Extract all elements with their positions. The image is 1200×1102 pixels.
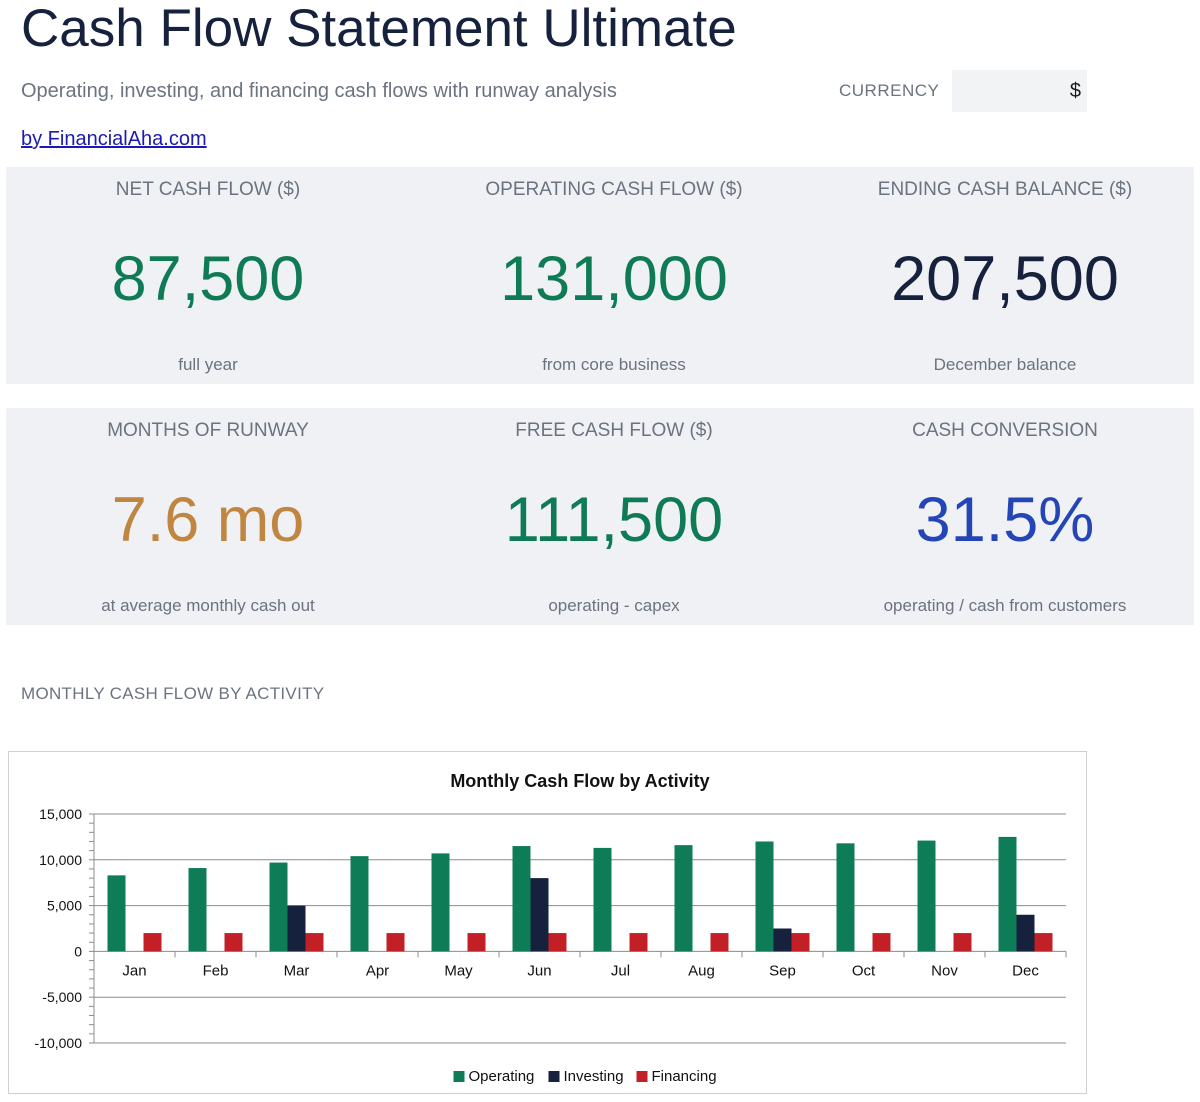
bar-financing	[143, 933, 162, 952]
kpi-value: 207,500	[891, 244, 1119, 314]
legend-swatch	[453, 1071, 465, 1082]
bar-financing	[386, 933, 405, 952]
bar-financing	[953, 933, 972, 952]
bar-investing	[530, 878, 549, 952]
currency-label: CURRENCY	[839, 81, 940, 100]
bar-operating	[674, 845, 693, 952]
kpi-note: operating / cash from customers	[883, 596, 1127, 615]
kpi-label: OPERATING CASH FLOW ($)	[485, 179, 743, 200]
kpi-label: FREE CASH FLOW ($)	[515, 420, 713, 441]
legend-label: Operating	[469, 1068, 535, 1085]
chart-container[interactable]: Monthly Cash Flow by Activity 15,000 10,00…	[8, 751, 1087, 1094]
bar-operating	[998, 836, 1017, 952]
y-tick-label: -10,000	[35, 1035, 83, 1051]
x-tick-label: Jan	[122, 962, 146, 979]
legend-label: Financing	[652, 1068, 717, 1085]
x-tick-label: Apr	[366, 962, 389, 979]
page-subtitle: Operating, investing, and financing cash…	[21, 80, 617, 102]
bar-investing	[1016, 914, 1035, 952]
bar-operating	[431, 853, 450, 952]
kpi-note: full year	[178, 355, 238, 374]
kpi-label: CASH CONVERSION	[912, 420, 1098, 441]
x-tick-label: Dec	[1012, 962, 1039, 979]
kpi-note: operating - capex	[548, 596, 680, 615]
kpi-value: 87,500	[111, 244, 305, 314]
kpi-note: December balance	[933, 355, 1077, 374]
bar-operating	[350, 856, 369, 952]
kpi-label: ENDING CASH BALANCE ($)	[877, 179, 1133, 200]
currency-input[interactable]: $	[952, 70, 1087, 112]
kpi-note: from core business	[542, 355, 686, 374]
x-tick-label: Sep	[769, 962, 796, 979]
chart-title: Monthly Cash Flow by Activity	[450, 771, 709, 791]
y-tick-label: 15,000	[39, 806, 82, 822]
bar-financing	[629, 933, 648, 952]
bar-investing	[773, 928, 792, 952]
byline-link[interactable]: by FinancialAha.com	[21, 128, 207, 150]
kpi-net-cash-flow: NET CASH FLOW ($) 87,500 full year	[8, 167, 408, 384]
bar-financing	[305, 933, 324, 952]
bar-financing	[467, 933, 486, 952]
bar-financing	[872, 933, 891, 952]
bar-investing	[287, 905, 306, 952]
kpi-row-2: MONTHS OF RUNWAY 7.6 mo at average month…	[6, 408, 1194, 625]
kpi-value: 7.6 mo	[111, 485, 305, 555]
page-title: Cash Flow Statement Ultimate	[21, 0, 737, 58]
bar-operating	[512, 846, 531, 952]
kpi-row-1: NET CASH FLOW ($) 87,500 full year OPERA…	[6, 167, 1194, 384]
y-tick-label: -5,000	[42, 989, 82, 1005]
bar-financing	[548, 933, 567, 952]
bar-operating	[917, 840, 936, 952]
bar-operating	[836, 843, 855, 952]
y-tick-label: 0	[74, 943, 82, 959]
kpi-value: 111,500	[504, 485, 724, 555]
kpi-free-cash-flow: FREE CASH FLOW ($) 111,500 operating - c…	[414, 408, 814, 625]
legend-swatch	[548, 1071, 560, 1082]
kpi-note: at average monthly cash out	[101, 596, 315, 615]
legend-swatch	[636, 1071, 648, 1082]
x-tick-label: Oct	[852, 962, 876, 979]
x-tick-label: Mar	[284, 962, 310, 979]
x-tick-label: Feb	[203, 962, 229, 979]
bar-operating	[188, 868, 207, 952]
kpi-cash-conversion: CASH CONVERSION 31.5% operating / cash f…	[805, 408, 1200, 625]
kpi-label: NET CASH FLOW ($)	[115, 179, 301, 200]
bar-operating	[755, 841, 774, 952]
bar-financing	[791, 933, 810, 952]
bar-chart: Monthly Cash Flow by Activity 15,000 10,00…	[35, 771, 1067, 1085]
kpi-ending-cash-balance: ENDING CASH BALANCE ($) 207,500 December…	[805, 167, 1200, 384]
y-tick-label: 10,000	[39, 852, 82, 868]
kpi-operating-cash-flow: OPERATING CASH FLOW ($) 131,000 from cor…	[414, 167, 814, 384]
x-tick-label: Nov	[931, 962, 958, 979]
chart-section-heading: MONTHLY CASH FLOW BY ACTIVITY	[21, 684, 325, 703]
kpi-value: 31.5%	[915, 485, 1095, 555]
x-tick-label: Jul	[611, 962, 630, 979]
kpi-label: MONTHS OF RUNWAY	[107, 420, 309, 441]
bar-financing	[710, 933, 729, 952]
x-tick-label: May	[444, 962, 473, 979]
kpi-months-of-runway: MONTHS OF RUNWAY 7.6 mo at average month…	[8, 408, 408, 625]
bar-operating	[593, 847, 612, 952]
bar-financing	[1034, 933, 1053, 952]
bar-operating	[107, 875, 126, 952]
y-tick-label: 5,000	[47, 898, 82, 914]
legend-label: Investing	[564, 1068, 624, 1085]
x-tick-label: Aug	[688, 962, 715, 979]
kpi-value: 131,000	[500, 244, 728, 314]
x-tick-label: Jun	[527, 962, 551, 979]
bar-financing	[224, 933, 243, 952]
bar-operating	[269, 862, 288, 952]
